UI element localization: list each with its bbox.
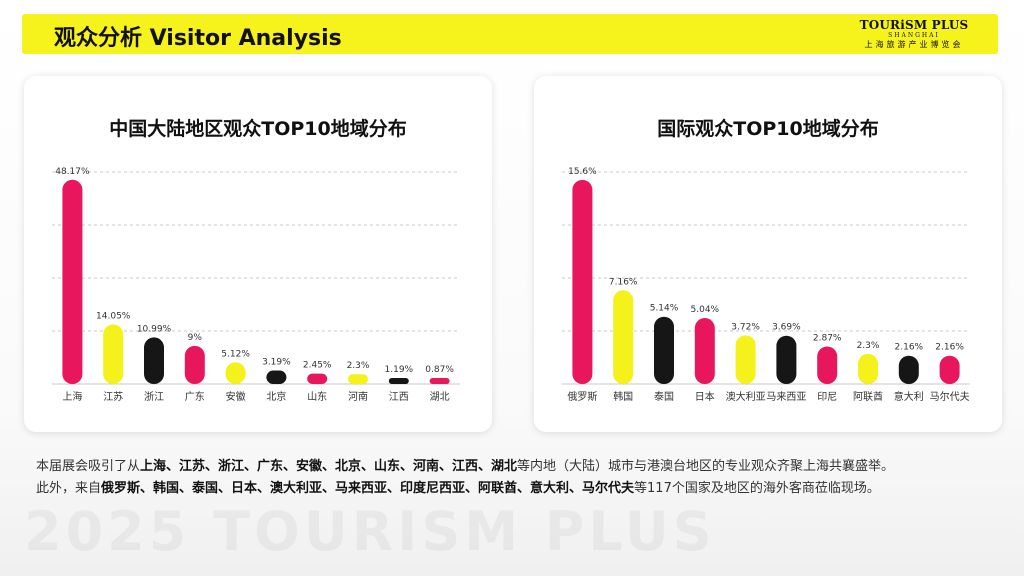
international-chart-card: 国际观众TOP10地域分布 15.6% 俄罗斯 7.16% 韩国 5.14% 泰国 5.04… (534, 76, 1002, 432)
logo-main-text: TOURiSM PLUS (859, 18, 969, 32)
category-label-9: 马尔代夫 (930, 390, 970, 403)
category-label-8: 意大利 (894, 390, 924, 403)
page-title: 观众分析 Visitor Analysis (54, 26, 342, 51)
category-label-7: 河南 (348, 390, 368, 403)
bar-5 (776, 335, 797, 384)
bar-9 (429, 378, 450, 384)
value-label-6: 2.87% (813, 333, 842, 343)
value-label-4: 5.12% (221, 349, 250, 359)
value-label-9: 0.87% (425, 365, 454, 375)
value-label-3: 5.04% (691, 305, 720, 315)
summary-text: 本届展会吸引了从上海、江苏、浙江、广东、安徽、北京、山东、河南、江西、湖北等内地… (36, 456, 996, 500)
domestic-chart-title: 中国大陆地区观众TOP10地域分布 (109, 118, 407, 140)
background-watermark: 2025 TOURISM PLUS (24, 500, 716, 563)
summary-segment: 此外，来自 (36, 481, 102, 496)
value-label-2: 5.14% (650, 304, 679, 314)
category-label-0: 俄罗斯 (567, 390, 597, 403)
value-label-8: 2.16% (895, 343, 924, 353)
bar-6 (307, 373, 328, 384)
category-label-3: 广东 (185, 390, 205, 403)
bar-0 (572, 179, 593, 384)
bar-3 (184, 345, 205, 384)
summary-segment: 上海、江苏、浙江、广东、安徽、北京、山东、河南、江西、湖北 (140, 459, 518, 474)
value-label-5: 3.19% (262, 357, 291, 367)
international-bar-chart: 15.6% 俄罗斯 7.16% 韩国 5.14% 泰国 5.04% 日本 3.72% 澳大利亚 3.… (562, 167, 970, 403)
category-label-9: 湖北 (430, 391, 450, 403)
category-label-4: 澳大利亚 (726, 390, 766, 403)
bar-8 (388, 378, 409, 384)
category-label-0: 上海 (62, 390, 82, 403)
value-label-7: 2.3% (857, 341, 880, 351)
logo-cn-text: 上海旅游产业博览会 (864, 40, 964, 49)
summary-segment: 等内地（大陆）城市与港澳台地区的专业观众齐聚上海共襄盛举。 (517, 459, 895, 474)
bar-0 (62, 179, 83, 384)
bar-1 (613, 290, 634, 384)
category-label-1: 江苏 (103, 390, 123, 403)
category-label-8: 江西 (389, 391, 409, 403)
summary-line-international: 此外，来自俄罗斯、韩国、泰国、日本、澳大利亚、马来西亚、印度尼西亚、阿联酋、意大… (36, 478, 996, 500)
bar-1 (103, 324, 124, 384)
value-label-1: 7.16% (609, 277, 638, 287)
category-label-5: 马来西亚 (766, 391, 806, 403)
summary-line-domestic: 本届展会吸引了从上海、江苏、浙江、广东、安徽、北京、山东、河南、江西、湖北等内地… (36, 456, 996, 478)
value-label-8: 1.19% (385, 365, 414, 375)
header-bar: 观众分析 Visitor Analysis TOURiSM PLUS SHANG… (22, 14, 998, 54)
category-label-6: 印尼 (817, 391, 837, 403)
bar-2 (144, 337, 164, 384)
tourism-plus-logo: TOURiSM PLUS SHANGHAI 上海旅游产业博览会 (844, 18, 984, 50)
summary-segment: 本届展会吸引了从 (36, 459, 141, 474)
category-label-2: 浙江 (144, 391, 164, 403)
value-label-3: 9% (188, 333, 203, 343)
bar-8 (898, 355, 919, 384)
value-label-0: 48.17% (55, 167, 90, 177)
value-label-7: 2.3% (347, 361, 370, 371)
category-label-2: 泰国 (654, 390, 674, 403)
category-label-1: 韩国 (613, 390, 633, 403)
value-label-1: 14.05% (96, 311, 131, 321)
bar-6 (817, 346, 838, 384)
value-label-5: 3.69% (772, 323, 801, 333)
category-label-6: 山东 (307, 390, 327, 403)
value-label-2: 10.99% (137, 324, 172, 334)
category-label-3: 日本 (695, 390, 715, 403)
summary-segment: 俄罗斯、韩国、泰国、日本、澳大利亚、马来西亚、印度尼西亚、阿联酋、意大利、马尔代… (101, 481, 635, 496)
international-chart-title: 国际观众TOP10地域分布 (657, 118, 879, 140)
bar-4 (225, 362, 246, 384)
bar-2 (654, 316, 674, 384)
logo-city-text: SHANGHAI (888, 32, 940, 39)
value-label-4: 3.72% (731, 322, 760, 332)
value-label-6: 2.45% (303, 361, 332, 371)
category-label-7: 阿联酋 (853, 390, 883, 403)
bar-7 (348, 374, 368, 384)
domestic-chart-card: 中国大陆地区观众TOP10地域分布 48.17% 上海 14.05% 江苏 10.99%… (24, 76, 492, 432)
bar-9 (939, 355, 960, 384)
summary-segment: 等117个国家及地区的海外客商莅临现场。 (634, 481, 880, 496)
value-label-9: 2.16% (935, 343, 964, 353)
bar-3 (694, 318, 715, 384)
domestic-bar-chart: 48.17% 上海 14.05% 江苏 10.99% 浙江 9% 广东 5.12% 安徽 3.19%… (52, 167, 460, 403)
bar-7 (858, 353, 878, 384)
value-label-0: 15.6% (568, 167, 597, 177)
category-label-4: 安徽 (226, 390, 246, 403)
category-label-5: 北京 (266, 390, 286, 403)
bar-5 (266, 370, 287, 384)
bar-4 (735, 335, 756, 384)
